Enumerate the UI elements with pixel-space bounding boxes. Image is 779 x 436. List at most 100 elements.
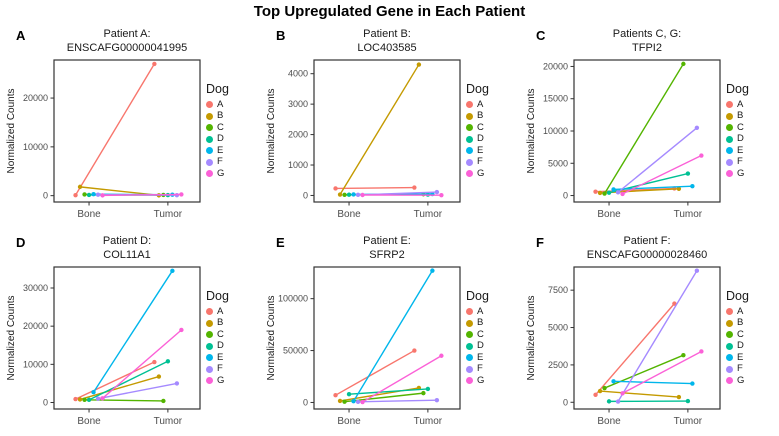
legend-label: C — [737, 328, 744, 340]
legend-label: A — [737, 98, 744, 110]
series-point-A-bone — [73, 396, 78, 402]
legend-label: F — [737, 363, 743, 375]
series-line-C — [604, 354, 684, 389]
x-tick-label: Bone — [77, 416, 101, 427]
series-line-A — [335, 186, 415, 189]
legend-entry-G: G — [726, 168, 774, 180]
series-point-F-tumor — [434, 189, 440, 195]
legend-entry-A: A — [466, 99, 514, 111]
legend-label: B — [217, 110, 224, 122]
legend-label: B — [737, 110, 744, 122]
legend-label: A — [217, 98, 224, 110]
y-axis-label: Normalized Counts — [526, 295, 537, 380]
legend-dot-icon — [206, 365, 213, 373]
legend-entry-E: E — [466, 145, 514, 157]
legend-label: F — [217, 156, 223, 168]
legend-label: A — [477, 305, 484, 317]
series-point-G-bone — [620, 191, 625, 196]
series-line-F — [358, 399, 437, 403]
legend-dot-icon — [726, 158, 733, 166]
legend-entry-D: D — [206, 340, 254, 352]
legend-label: A — [737, 305, 744, 317]
x-tick-label: Bone — [337, 209, 361, 220]
series-point-A-tumor — [412, 348, 417, 353]
series-point-F-bone — [615, 399, 621, 404]
series-point-C-bone — [82, 191, 87, 197]
legend-entry-D: D — [726, 133, 774, 145]
y-tick-label: 5000 — [548, 322, 568, 332]
series-group — [333, 268, 444, 404]
legend-label: D — [477, 340, 484, 352]
series-group — [593, 268, 704, 404]
legend-entry-E: E — [726, 145, 774, 157]
legend-entry-C: C — [466, 329, 514, 341]
legend-title: Dog — [206, 81, 229, 96]
series-point-E-bone — [351, 191, 356, 197]
panel-frame — [313, 59, 461, 203]
legend-entry-C: C — [466, 122, 514, 134]
legend-dot-icon — [206, 331, 213, 338]
series-point-F-bone — [95, 192, 101, 197]
legend-dot-icon — [466, 158, 473, 166]
series-point-D-bone — [346, 391, 352, 397]
legend-label: G — [217, 167, 225, 179]
panel-title-line1: Patient F: — [623, 235, 671, 248]
panel-letter-f: F — [536, 235, 544, 250]
legend-entry-F: F — [726, 156, 774, 168]
panel-title-b: Patient B: LOC403585 — [286, 28, 488, 56]
legend-dot-icon — [466, 101, 473, 108]
series-point-B-tumor — [156, 374, 162, 379]
series-line-D — [88, 360, 169, 401]
panel-title-line2: ENSCAFG00000041995 — [66, 42, 188, 54]
y-tick-label: 10000 — [543, 126, 568, 136]
legend-dot-icon — [466, 124, 473, 131]
x-tick-label: Tumor — [154, 416, 183, 427]
panel-title-d: Patient D: COL11A1 — [26, 235, 228, 263]
series-point-E-bone — [611, 186, 616, 192]
series-line-B — [79, 375, 160, 400]
series-group — [73, 61, 184, 198]
y-tick-label: 0 — [43, 397, 48, 407]
y-tick-label: 1000 — [288, 160, 308, 170]
legend-entry-D: D — [466, 133, 514, 145]
series-point-D-bone — [346, 192, 352, 197]
panel-letter-a: A — [16, 28, 26, 43]
x-tick-label: Bone — [77, 209, 101, 220]
legend-entry-A: A — [726, 306, 774, 318]
series-point-E-tumor — [690, 381, 695, 386]
series-line-A — [75, 361, 155, 400]
legend-dot-icon — [206, 377, 213, 384]
figure-title: Top Upregulated Gene in Each Patient — [253, 2, 526, 20]
panel-frame — [573, 266, 721, 410]
legend-dot-icon — [206, 158, 213, 166]
legend-label: B — [737, 317, 744, 329]
series-point-F-tumor — [694, 125, 700, 130]
series-point-D-bone — [606, 398, 612, 404]
panel-title-line1: Patient B: — [363, 28, 411, 41]
legend-entry-G: G — [206, 168, 254, 180]
legend-dot-icon — [726, 354, 733, 361]
series-point-B-bone — [77, 397, 83, 402]
legend-dot-icon — [726, 147, 733, 154]
series-point-F-bone — [355, 192, 361, 197]
series-line-E — [352, 270, 433, 402]
panel-title-line1: Patient A: — [103, 28, 151, 41]
series-point-E-bone — [91, 389, 96, 395]
legend-title: Dog — [726, 81, 749, 96]
series-group — [73, 268, 184, 403]
legend-dot-icon — [206, 308, 213, 315]
series-point-A-bone — [333, 392, 338, 398]
legend-dot-icon — [206, 342, 213, 350]
legend-dot-icon — [466, 354, 473, 361]
legend-dot-icon — [206, 101, 213, 108]
legend-entry-B: B — [206, 317, 254, 329]
series-point-D-tumor — [685, 171, 691, 176]
series-point-D-bone — [606, 190, 612, 195]
series-point-B-tumor — [676, 394, 682, 399]
legend-entry-B: B — [466, 110, 514, 122]
series-point-D-tumor — [165, 358, 171, 364]
legend-label: F — [477, 156, 483, 168]
legend-dot-icon — [466, 147, 473, 154]
legend-label: E — [737, 351, 744, 363]
